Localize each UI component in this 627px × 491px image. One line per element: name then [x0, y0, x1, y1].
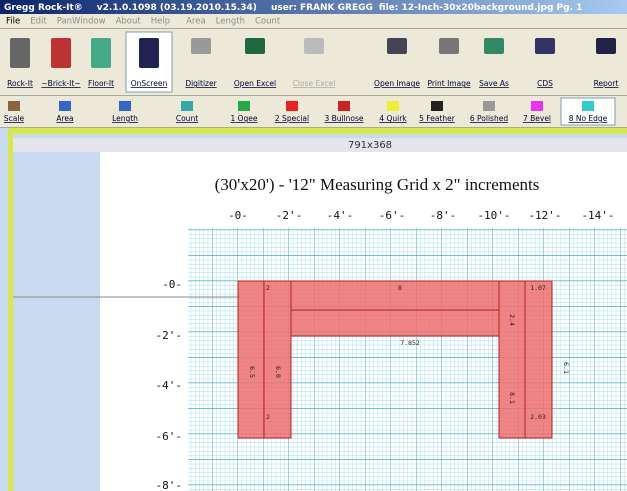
- shape-label: 1.07: [530, 284, 546, 292]
- size-bar: [13, 138, 627, 152]
- y-label: -0-: [162, 278, 182, 291]
- shape-label: 2: [266, 284, 270, 292]
- button-label: Open Image: [374, 79, 420, 88]
- canvas-size: 791x368: [348, 140, 392, 151]
- button-icon: [431, 101, 443, 111]
- button-label: 1 Ogee: [230, 114, 257, 123]
- button-label: 8 No Edge: [569, 114, 608, 123]
- shape-label: 2.4: [508, 314, 516, 326]
- button-label: Floor-It: [88, 79, 114, 88]
- shape-label: 2: [266, 413, 270, 421]
- button-icon: [582, 101, 594, 111]
- button-label: Area: [56, 114, 73, 123]
- button-label: 5 Feather: [419, 114, 456, 123]
- button-icon: [59, 101, 71, 111]
- button-icon: [91, 38, 111, 68]
- button-icon: [139, 38, 159, 68]
- menu-item[interactable]: Count: [255, 17, 281, 27]
- button-label: 3 Bullnose: [324, 114, 363, 123]
- menu-item[interactable]: Area: [186, 17, 206, 27]
- app-window: Gregg Rock-It®v2.1.0.1098 (03.19.2010.15…: [0, 0, 627, 491]
- shape-label: 2.03: [530, 413, 546, 421]
- button-icon: [483, 101, 495, 111]
- button-icon: [286, 101, 298, 111]
- shape-label: 8: [398, 284, 402, 292]
- x-label: -12'-: [528, 209, 561, 222]
- shape-label: 6.1: [562, 362, 570, 374]
- x-label: -0-: [228, 209, 248, 222]
- grid-title: (30'x20') - '12" Measuring Grid x 2" inc…: [215, 175, 540, 194]
- button-label: ~Brick-It~: [41, 79, 80, 88]
- button-label: Scale: [4, 114, 25, 123]
- button-icon: [387, 101, 399, 111]
- button-icon: [8, 101, 20, 111]
- y-label: -8'-: [156, 479, 183, 491]
- button-label: Report: [594, 79, 619, 88]
- shape-label: 6.5: [248, 366, 256, 378]
- y-label: -4'-: [156, 379, 183, 392]
- menu-item[interactable]: Edit: [30, 17, 47, 27]
- button-icon: [238, 101, 250, 111]
- button-icon: [245, 38, 265, 54]
- button-label: Count: [176, 114, 198, 123]
- x-label: -14'-: [581, 209, 614, 222]
- button-icon: [51, 38, 71, 68]
- x-label: -4'-: [327, 209, 354, 222]
- button-label: CDS: [537, 79, 553, 88]
- button-label: OnScreen: [131, 79, 168, 88]
- menu-item[interactable]: File: [6, 17, 20, 27]
- button-icon: [439, 38, 459, 54]
- button-label: Save As: [479, 79, 509, 88]
- button-icon: [387, 38, 407, 54]
- canvas-border-top: [8, 128, 627, 134]
- button-label: 7 Bevel: [523, 114, 551, 123]
- button-icon: [10, 38, 30, 68]
- canvas-border-left: [8, 128, 13, 491]
- button-icon: [531, 101, 543, 111]
- toolbar-button[interactable]: Rock-It: [7, 38, 33, 88]
- y-label: -6'-: [156, 430, 183, 443]
- menu-item[interactable]: About: [116, 17, 142, 27]
- button-icon: [535, 38, 555, 54]
- toolbar-button[interactable]: Floor-It: [88, 38, 114, 88]
- x-label: -8'-: [430, 209, 457, 222]
- x-label: -10'-: [477, 209, 510, 222]
- menu-item[interactable]: Help: [151, 17, 170, 27]
- button-icon: [191, 38, 211, 54]
- button-label: Length: [112, 114, 138, 123]
- button-label: Digitizer: [185, 79, 217, 88]
- button-label: 4 Quirk: [379, 114, 407, 123]
- toolbar-button[interactable]: 8 No Edge: [561, 98, 615, 125]
- y-label: -2'-: [156, 329, 183, 342]
- button-icon: [338, 101, 350, 111]
- button-label: Print Image: [427, 79, 471, 88]
- shape-label: 6.0: [274, 366, 282, 378]
- button-icon: [304, 38, 324, 54]
- shape-label: 8.1: [508, 392, 516, 404]
- toolbar-button[interactable]: OnScreen: [126, 32, 172, 92]
- button-label: Rock-It: [7, 79, 33, 88]
- button-icon: [484, 38, 504, 54]
- button-icon: [119, 101, 131, 111]
- button-label: Close Excel: [293, 79, 336, 88]
- button-icon: [181, 101, 193, 111]
- x-label: -2'-: [276, 209, 303, 222]
- menu-item[interactable]: PanWindow: [57, 17, 106, 27]
- x-label: -6'-: [379, 209, 406, 222]
- shape-label: 7.852: [400, 339, 420, 347]
- menu-item[interactable]: Length: [216, 17, 245, 27]
- button-label: 2 Special: [275, 114, 309, 123]
- button-label: 6 Polished: [470, 114, 508, 123]
- button-icon: [596, 38, 616, 54]
- button-label: Open Excel: [234, 79, 276, 88]
